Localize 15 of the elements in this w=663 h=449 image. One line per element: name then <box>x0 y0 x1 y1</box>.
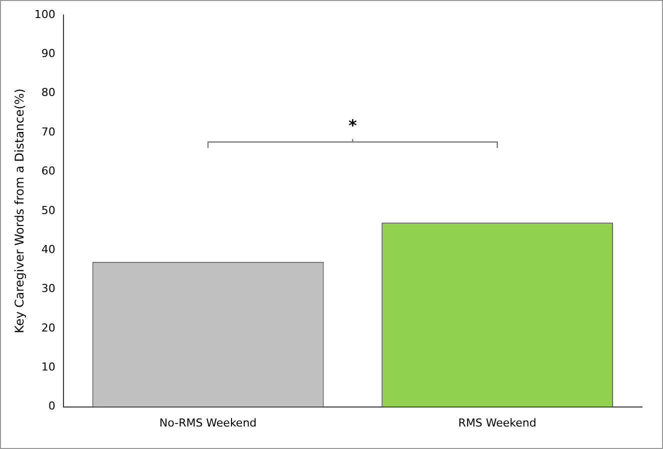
y-axis-title: Key Caregiver Words from a Distance(%) <box>12 88 26 334</box>
y-tick-label: 80 <box>41 86 56 100</box>
x-tick-label: No-RMS Weekend <box>159 416 257 430</box>
y-tick-label: 0 <box>48 400 56 413</box>
y-tick-label: 70 <box>41 125 56 138</box>
y-tick-label: 20 <box>41 321 56 334</box>
y-tick-label: 50 <box>41 204 56 217</box>
y-tick-label: 100 <box>34 8 56 21</box>
y-tick-label: 10 <box>41 360 56 374</box>
annotation: * <box>348 116 358 136</box>
y-tick-label: 40 <box>41 242 56 256</box>
y-tick-label: 60 <box>41 164 56 178</box>
y-tick-label: 90 <box>41 47 56 60</box>
x-tick-label: RMS Weekend <box>458 416 536 430</box>
y-tick-label: 30 <box>41 282 56 296</box>
